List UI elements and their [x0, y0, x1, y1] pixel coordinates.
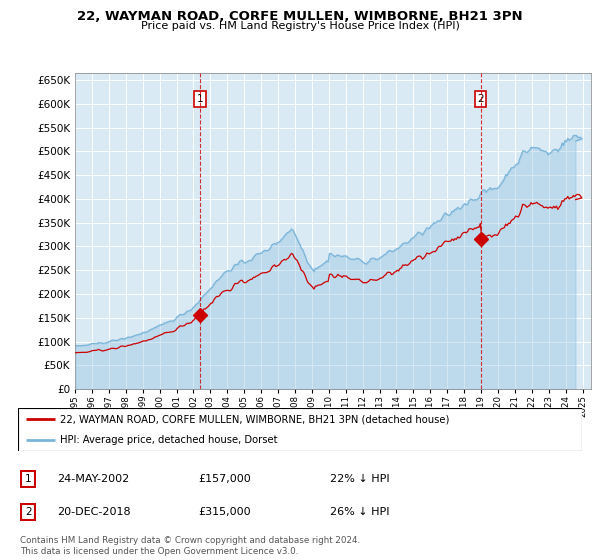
Text: 1: 1 [25, 474, 32, 484]
FancyBboxPatch shape [21, 505, 35, 520]
FancyBboxPatch shape [21, 471, 35, 487]
Text: £157,000: £157,000 [198, 474, 251, 484]
Text: 22% ↓ HPI: 22% ↓ HPI [330, 474, 389, 484]
Text: £315,000: £315,000 [198, 507, 251, 517]
Text: 22, WAYMAN ROAD, CORFE MULLEN, WIMBORNE, BH21 3PN: 22, WAYMAN ROAD, CORFE MULLEN, WIMBORNE,… [77, 10, 523, 23]
Text: HPI: Average price, detached house, Dorset: HPI: Average price, detached house, Dors… [60, 435, 278, 445]
Text: 2: 2 [477, 94, 484, 104]
Text: 1: 1 [197, 94, 203, 104]
Text: 22, WAYMAN ROAD, CORFE MULLEN, WIMBORNE, BH21 3PN (detached house): 22, WAYMAN ROAD, CORFE MULLEN, WIMBORNE,… [60, 414, 449, 424]
Text: Contains HM Land Registry data © Crown copyright and database right 2024.
This d: Contains HM Land Registry data © Crown c… [20, 536, 361, 556]
Text: 2: 2 [25, 507, 32, 517]
Text: 26% ↓ HPI: 26% ↓ HPI [330, 507, 389, 517]
Text: Price paid vs. HM Land Registry's House Price Index (HPI): Price paid vs. HM Land Registry's House … [140, 21, 460, 31]
Text: 20-DEC-2018: 20-DEC-2018 [57, 507, 131, 517]
Text: 24-MAY-2002: 24-MAY-2002 [57, 474, 129, 484]
FancyBboxPatch shape [18, 408, 582, 451]
